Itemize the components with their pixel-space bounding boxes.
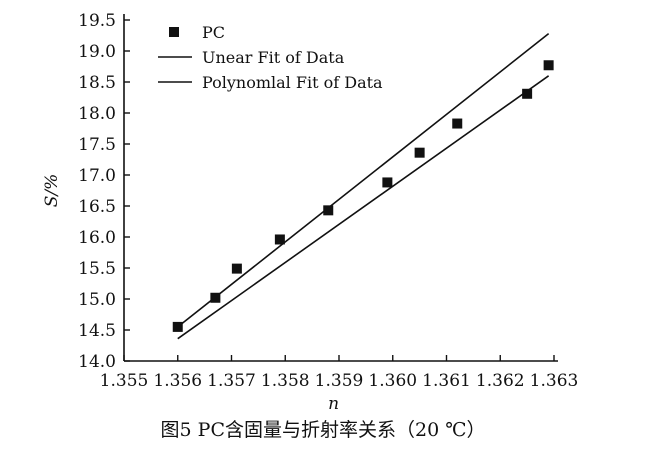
y-tick-label: 18.5 bbox=[78, 73, 116, 93]
y-tick-label: 15.0 bbox=[78, 290, 116, 310]
x-axis-label: n bbox=[328, 394, 339, 410]
data-point bbox=[452, 118, 463, 129]
legend-label: Unear Fit of Data bbox=[202, 48, 345, 67]
y-tick-label: 19.5 bbox=[78, 11, 116, 31]
data-point bbox=[382, 177, 393, 188]
x-tick-label: 1.362 bbox=[476, 371, 525, 391]
figure-caption: 图5 PC含固量与折射率关系（20 ℃） bbox=[160, 419, 486, 441]
data-point bbox=[522, 88, 533, 99]
legend-label: Polynomlal Fit of Data bbox=[202, 73, 383, 92]
fit-line bbox=[177, 75, 550, 340]
y-tick-label: 15.5 bbox=[78, 259, 116, 279]
data-point bbox=[210, 292, 221, 303]
y-tick-label: 17.0 bbox=[78, 166, 116, 186]
data-point bbox=[274, 234, 285, 245]
legend-label: PC bbox=[202, 23, 225, 42]
x-tick-label: 1.360 bbox=[368, 371, 417, 391]
y-tick-label: 16.0 bbox=[78, 228, 116, 248]
data-point bbox=[543, 60, 554, 71]
tick-marks bbox=[123, 19, 555, 362]
data-point bbox=[172, 321, 183, 332]
x-tick-label: 1.363 bbox=[530, 371, 579, 391]
x-tick-label: 1.356 bbox=[153, 371, 202, 391]
tick-labels: 1.355 1.356 1.357 1.358 1.359 1.360 1.361 1.362… bbox=[78, 11, 578, 391]
legend-marker-pc bbox=[169, 27, 179, 37]
x-tick-label: 1.358 bbox=[261, 371, 310, 391]
data-points bbox=[172, 60, 554, 332]
fit-line bbox=[177, 33, 550, 328]
chart: 1.355 1.356 1.357 1.358 1.359 1.360 1.361 1.362… bbox=[42, 11, 578, 410]
y-tick-label: 19.0 bbox=[78, 42, 116, 62]
y-tick-label: 14.0 bbox=[78, 352, 116, 372]
y-tick-label: 14.5 bbox=[78, 321, 116, 341]
x-tick-label: 1.357 bbox=[207, 371, 256, 391]
y-tick-label: 18.0 bbox=[78, 104, 116, 124]
x-tick-label: 1.361 bbox=[422, 371, 471, 391]
y-axis-label: S/% bbox=[42, 174, 62, 208]
fit-lines bbox=[177, 33, 550, 340]
chart-axes bbox=[123, 14, 558, 362]
data-point bbox=[414, 147, 425, 158]
y-tick-label: 16.5 bbox=[78, 197, 116, 217]
data-point bbox=[323, 205, 334, 216]
data-point bbox=[231, 263, 242, 274]
y-tick-label: 17.5 bbox=[78, 135, 116, 155]
legend: PC Unear Fit of Data Polynomlal Fit of Dat… bbox=[158, 23, 383, 92]
x-tick-label: 1.359 bbox=[315, 371, 364, 391]
x-tick-label: 1.355 bbox=[100, 371, 149, 391]
